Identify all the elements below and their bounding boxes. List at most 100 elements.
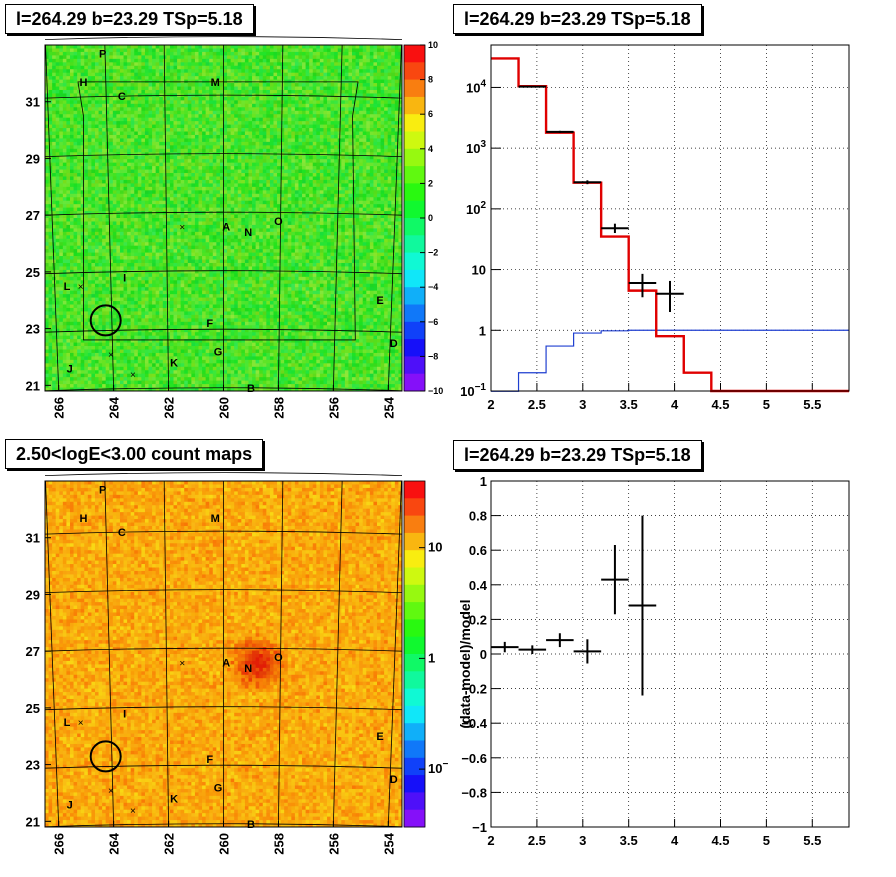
map-pixel bbox=[166, 145, 171, 150]
map-pixel bbox=[159, 55, 164, 60]
map-pixel bbox=[216, 380, 221, 385]
map-pixel bbox=[130, 228, 135, 233]
map-pixel bbox=[94, 51, 99, 56]
map-pixel bbox=[98, 121, 103, 125]
map-pixel bbox=[55, 346, 60, 350]
map-pixel bbox=[119, 55, 124, 60]
map-pixel bbox=[184, 89, 189, 94]
map-pixel bbox=[94, 314, 99, 319]
map-pixel bbox=[130, 83, 135, 87]
map-pixel bbox=[123, 58, 128, 63]
map-pixel bbox=[148, 131, 153, 136]
map-pixel bbox=[198, 86, 203, 91]
map-pixel bbox=[130, 48, 135, 53]
map-pixel bbox=[52, 45, 57, 49]
map-pixel bbox=[59, 186, 64, 191]
map-pixel bbox=[77, 224, 82, 229]
map-pixel bbox=[134, 352, 139, 357]
map-pixel bbox=[127, 76, 132, 80]
map-pixel bbox=[66, 373, 71, 378]
map-pixel bbox=[94, 83, 99, 87]
map-pixel bbox=[202, 380, 207, 385]
map-pixel bbox=[144, 242, 149, 247]
map-pixel bbox=[77, 193, 82, 198]
map-pixel bbox=[123, 86, 128, 91]
map-pixel bbox=[127, 349, 132, 354]
map-pixel bbox=[198, 110, 203, 115]
map-pixel bbox=[152, 183, 157, 188]
map-pixel bbox=[173, 83, 178, 87]
map-pixel bbox=[87, 342, 92, 347]
map-pixel bbox=[119, 166, 124, 170]
map-pixel bbox=[198, 231, 203, 236]
map-pixel bbox=[80, 269, 85, 274]
map-pixel bbox=[112, 366, 117, 371]
map-pixel bbox=[173, 204, 178, 209]
map-pixel bbox=[102, 218, 107, 222]
map-pixel bbox=[77, 72, 82, 77]
map-pixel bbox=[191, 245, 196, 250]
map-pixel bbox=[205, 83, 210, 87]
map-pixel bbox=[112, 218, 117, 222]
map-pixel bbox=[137, 117, 142, 122]
map-pixel bbox=[66, 211, 71, 215]
map-pixel bbox=[198, 69, 203, 74]
map-pixel bbox=[48, 134, 53, 139]
map-pixel bbox=[198, 252, 203, 257]
map-pixel bbox=[162, 256, 167, 260]
map-pixel bbox=[173, 359, 178, 364]
map-pixel bbox=[141, 252, 146, 257]
map-pixel bbox=[141, 242, 146, 247]
map-pixel bbox=[144, 45, 149, 49]
map-pixel bbox=[73, 131, 78, 136]
map-pixel bbox=[187, 380, 192, 385]
map-pixel bbox=[55, 242, 60, 247]
map-pixel bbox=[62, 325, 67, 330]
map-pixel bbox=[166, 228, 171, 233]
map-pixel bbox=[87, 384, 92, 388]
map-pixel bbox=[198, 190, 203, 195]
map-pixel bbox=[69, 193, 74, 198]
map-pixel bbox=[191, 276, 196, 281]
map-pixel bbox=[123, 114, 128, 119]
map-pixel bbox=[105, 311, 110, 316]
map-pixel bbox=[177, 200, 182, 205]
map-pixel bbox=[152, 186, 157, 191]
map-pixel bbox=[152, 117, 157, 122]
map-pixel bbox=[194, 280, 199, 285]
map-pixel bbox=[191, 117, 196, 122]
map-pixel bbox=[84, 166, 89, 170]
map-pixel bbox=[91, 377, 96, 382]
map-pixel bbox=[66, 76, 71, 80]
map-pixel bbox=[212, 162, 217, 167]
map-pixel bbox=[109, 62, 114, 67]
map-pixel bbox=[80, 359, 85, 364]
map-pixel bbox=[177, 159, 182, 164]
map-pixel bbox=[137, 86, 142, 91]
map-pixel bbox=[202, 114, 207, 119]
map-pixel bbox=[155, 301, 160, 305]
map-pixel bbox=[119, 65, 124, 70]
map-pixel bbox=[180, 356, 185, 361]
map-pixel bbox=[91, 190, 96, 195]
map-pixel bbox=[98, 325, 103, 330]
map-pixel bbox=[180, 231, 185, 236]
map-pixel bbox=[87, 110, 92, 115]
map-pixel bbox=[219, 307, 224, 312]
map-pixel bbox=[191, 103, 196, 108]
map-pixel bbox=[219, 162, 224, 167]
map-pixel bbox=[84, 238, 89, 243]
map-pixel bbox=[155, 359, 160, 364]
map-pixel bbox=[137, 96, 142, 101]
map-pixel bbox=[109, 155, 114, 160]
map-pixel bbox=[116, 103, 121, 108]
map-pixel bbox=[77, 141, 82, 146]
map-pixel bbox=[119, 238, 124, 243]
map-pixel bbox=[130, 193, 135, 198]
map-pixel bbox=[134, 377, 139, 382]
map-pixel bbox=[191, 159, 196, 164]
map-pixel bbox=[91, 307, 96, 312]
map-pixel bbox=[216, 155, 221, 160]
map-pixel bbox=[87, 72, 92, 77]
map-pixel bbox=[73, 352, 78, 357]
